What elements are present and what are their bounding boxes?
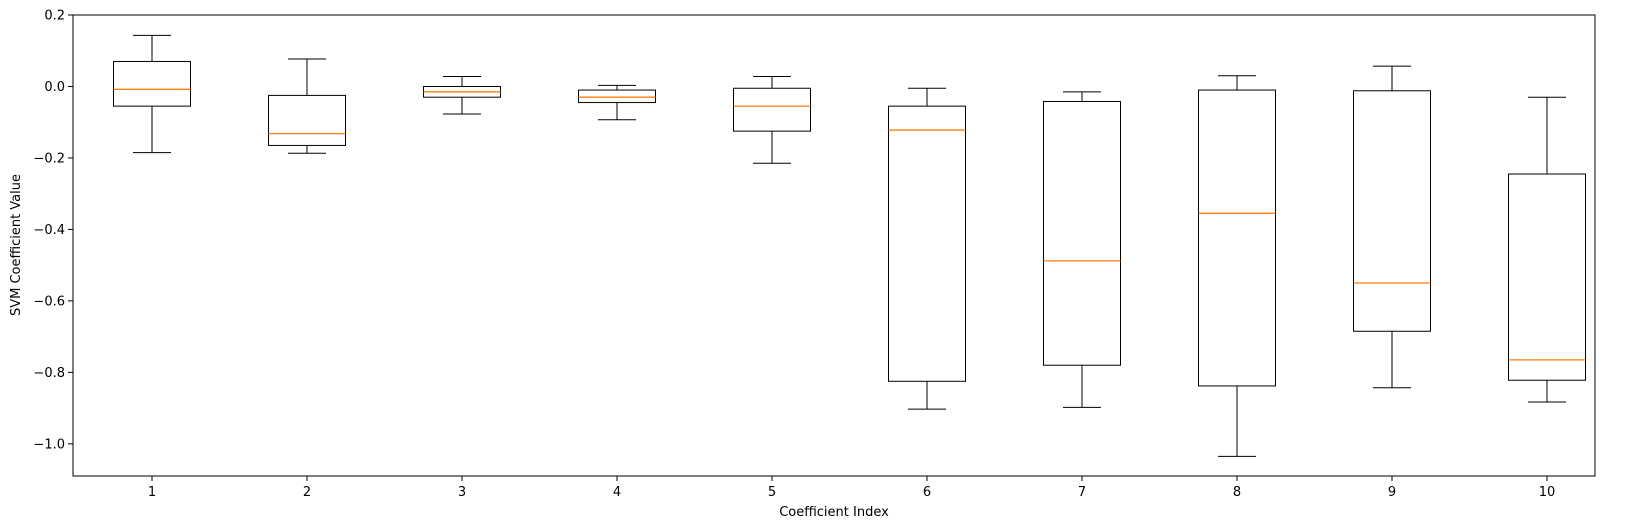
- box-group-5: [733, 75, 811, 164]
- box-group-9: [1353, 65, 1431, 389]
- y-axis-label: SVM Coefficient Value: [9, 174, 24, 316]
- box: [1353, 90, 1431, 332]
- x-tick-label: 1: [148, 485, 156, 500]
- x-tick-label: 6: [923, 485, 931, 500]
- x-tick-label: 2: [303, 485, 311, 500]
- box-group-1: [113, 34, 191, 154]
- ticks-layer: 1 2 3 4 5 6 7 8 9 10 0.2 0.0 −0.2 −0.4 −0.6 −0.8 −1.0: [33, 9, 1555, 501]
- plot-area: [72, 14, 1596, 477]
- y-tick-label: 0.0: [44, 80, 65, 95]
- box: [1508, 173, 1586, 381]
- y-tick-label: 0.2: [44, 9, 65, 24]
- box: [1198, 89, 1276, 387]
- x-tick-label: 3: [458, 485, 466, 500]
- box-group-2: [268, 58, 346, 154]
- box-group-7: [1043, 91, 1121, 408]
- box: [733, 87, 811, 132]
- x-tick-label: 10: [1539, 485, 1556, 500]
- box: [113, 60, 191, 107]
- y-tick-label: −0.4: [33, 223, 65, 238]
- y-tick-label: −0.2: [33, 151, 65, 166]
- box: [888, 105, 966, 382]
- x-tick-label: 9: [1388, 485, 1396, 500]
- x-tick-label: 5: [768, 485, 776, 500]
- box-group-6: [888, 87, 966, 410]
- y-tick-label: −0.6: [33, 294, 65, 309]
- boxes-layer: [113, 34, 1586, 457]
- box: [268, 94, 346, 146]
- box-group-8: [1198, 75, 1276, 457]
- x-tick-label: 7: [1078, 485, 1086, 500]
- box-group-4: [578, 84, 656, 121]
- box: [1043, 100, 1121, 366]
- x-tick-label: 4: [613, 485, 621, 500]
- box-group-10: [1508, 96, 1586, 403]
- y-tick-label: −0.8: [33, 366, 65, 381]
- box-group-3: [423, 75, 501, 115]
- x-tick-label: 8: [1233, 485, 1241, 500]
- box: [578, 89, 656, 104]
- x-axis-label: Coefficient Index: [779, 505, 889, 520]
- y-tick-label: −1.0: [33, 437, 65, 452]
